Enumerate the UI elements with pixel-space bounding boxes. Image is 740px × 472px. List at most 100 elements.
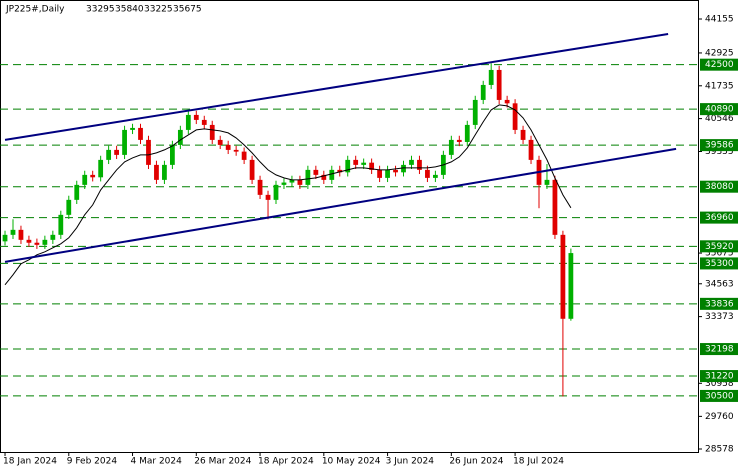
header-low: 33225: [144, 5, 173, 15]
x-tick-label: 18 Jul 2024: [513, 457, 564, 467]
candle-body: [345, 159, 351, 173]
candle-body: [26, 239, 32, 243]
candle-body: [114, 149, 119, 155]
y-tick-label: 42925: [705, 48, 734, 58]
x-tick-label: 4 Mar 2024: [131, 457, 183, 467]
candle-body: [417, 159, 422, 170]
candle-body: [528, 139, 534, 160]
candle-body: [520, 129, 526, 140]
y-tick-label: 28578: [705, 444, 734, 454]
candle-body: [162, 164, 167, 180]
x-tick-label: 18 Apr 2024: [258, 457, 314, 467]
candle-body: [369, 162, 375, 170]
candle-body: [281, 182, 287, 185]
candle-body: [34, 242, 40, 245]
y-tick-label: 30958: [705, 379, 734, 389]
level-box: [700, 58, 738, 71]
y-tick-label: 39355: [705, 147, 734, 157]
candle-body: [456, 139, 462, 142]
level-label: 36960: [705, 213, 734, 223]
candle-body: [82, 174, 88, 185]
candle-body: [289, 179, 295, 183]
candle-body: [169, 144, 175, 165]
y-tick-label: 33373: [705, 312, 734, 322]
plot: [0, 32, 698, 397]
level-label: 33836: [705, 299, 734, 309]
moving-average: [4, 104, 572, 286]
candle-body: [90, 174, 96, 178]
candle-body: [225, 144, 231, 150]
candle-body: [273, 184, 279, 200]
candle-body: [98, 159, 104, 178]
candle-body: [185, 114, 191, 130]
candle-body: [58, 214, 64, 235]
candle-body: [433, 174, 438, 178]
level-label: 30500: [705, 391, 734, 401]
trendline: [4, 147, 677, 263]
candle-body: [257, 179, 263, 195]
y-tick-label: 34563: [705, 279, 734, 289]
level-box: [700, 297, 738, 310]
candle-body: [329, 169, 335, 180]
level-label: 42500: [705, 60, 734, 70]
candle-body: [233, 149, 239, 152]
x-tick-label: 9 Feb 2024: [67, 457, 118, 467]
candle-body: [2, 234, 8, 242]
candle-body: [177, 129, 183, 145]
candle-body: [217, 139, 223, 145]
candle-body: [337, 169, 343, 173]
y-tick-label: 40546: [705, 114, 734, 124]
header-open: 33295: [86, 5, 115, 15]
level-label: 39586: [705, 141, 734, 151]
level-box: [700, 103, 738, 116]
candle-body: [361, 162, 367, 165]
header-close: 35675: [173, 5, 202, 15]
x-tick-label: 10 May 2024: [322, 457, 381, 467]
level-box: [700, 257, 738, 270]
header-high: 35840: [115, 5, 144, 15]
level-box: [700, 240, 738, 253]
candle-body: [480, 84, 486, 100]
candle-body: [552, 179, 558, 235]
plot-frame: [0, 0, 699, 453]
candle-body: [154, 164, 159, 180]
level-box: [700, 180, 738, 193]
level-label: 31220: [705, 372, 734, 382]
candle-body: [193, 114, 199, 120]
candle-body: [393, 169, 398, 173]
level-label: 40890: [705, 105, 734, 115]
candle-body: [122, 129, 127, 155]
candle-body: [249, 159, 255, 180]
candle-body: [305, 169, 311, 185]
level-box: [700, 343, 738, 356]
x-tick-label: 26 Jun 2024: [449, 457, 503, 467]
chart-title: JP225#,Daily: [5, 5, 65, 15]
x-tick-label: 3 Jun 2024: [386, 457, 435, 467]
candle-body: [265, 194, 271, 200]
candle-body: [496, 69, 502, 100]
y-tick-label: 35675: [705, 249, 734, 259]
candle-body: [560, 234, 566, 319]
candle-body: [313, 169, 319, 175]
candle-body: [42, 239, 48, 245]
candle-body: [201, 119, 207, 125]
x-tick-label: 26 Mar 2024: [194, 457, 251, 467]
candle-body: [106, 149, 112, 160]
candle-body: [504, 99, 510, 104]
candle-body: [401, 164, 406, 173]
candle-body: [448, 139, 454, 155]
candle-body: [241, 151, 247, 160]
candle-body: [66, 199, 72, 215]
level-box: [700, 370, 738, 383]
candle-body: [74, 184, 80, 200]
candle-body: [18, 229, 24, 240]
level-box: [700, 211, 738, 224]
y-tick-label: 41735: [705, 81, 734, 91]
candle-body: [488, 69, 494, 85]
candle-body: [464, 124, 470, 142]
candle-body: [130, 127, 135, 130]
candle-body: [138, 127, 143, 140]
x-tick-label: 18 Jan 2024: [3, 457, 57, 467]
level-label: 38080: [705, 182, 734, 192]
candle-body: [297, 179, 303, 185]
